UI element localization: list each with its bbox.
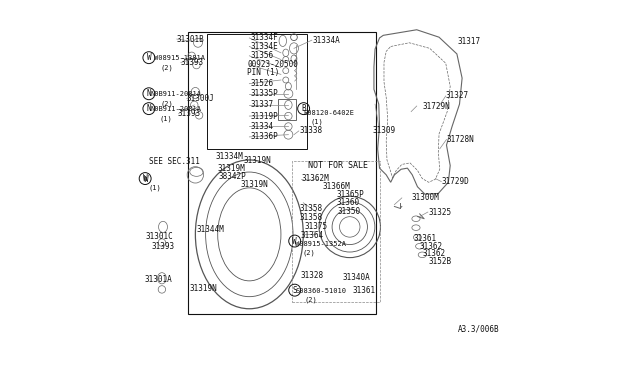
Text: (2): (2) xyxy=(161,64,173,71)
Text: 31729N: 31729N xyxy=(422,102,450,110)
Text: 3152B: 3152B xyxy=(429,257,452,266)
Text: (1): (1) xyxy=(159,115,172,122)
Bar xyxy=(292,161,380,302)
Text: SEE SEC.311: SEE SEC.311 xyxy=(149,157,200,166)
Text: 00923-20500: 00923-20500 xyxy=(247,60,298,69)
Text: 31362: 31362 xyxy=(422,249,446,258)
Text: 31336P: 31336P xyxy=(250,132,278,141)
Text: 31728N: 31728N xyxy=(447,135,474,144)
Text: 31319N: 31319N xyxy=(189,284,217,293)
Text: 31319N: 31319N xyxy=(240,180,268,189)
Text: B08120-6402E: B08120-6402E xyxy=(303,110,355,116)
Text: 31393: 31393 xyxy=(152,242,175,251)
Text: 31319M: 31319M xyxy=(218,164,246,173)
Text: 31328: 31328 xyxy=(300,271,323,280)
Text: N0B911-2081A: N0B911-2081A xyxy=(151,106,202,112)
Text: 31317: 31317 xyxy=(458,37,481,46)
Text: 31325: 31325 xyxy=(429,208,452,217)
Text: (2): (2) xyxy=(161,100,173,107)
Text: 31300M: 31300M xyxy=(411,193,439,202)
Text: 31334F: 31334F xyxy=(250,33,278,42)
Text: 31319P: 31319P xyxy=(250,112,278,121)
Text: 31337: 31337 xyxy=(250,100,273,109)
Text: (2): (2) xyxy=(302,250,315,256)
Text: 31301A: 31301A xyxy=(145,275,172,284)
Text: N: N xyxy=(147,104,151,113)
Text: 31393: 31393 xyxy=(178,109,201,118)
Text: 31334M: 31334M xyxy=(215,153,243,161)
Text: 31362M: 31362M xyxy=(301,174,329,183)
Text: 31319N: 31319N xyxy=(244,156,271,165)
Text: NOT FOR SALE: NOT FOR SALE xyxy=(308,161,368,170)
Text: B: B xyxy=(301,104,306,113)
Text: 38342P: 38342P xyxy=(219,172,246,181)
Text: W: W xyxy=(147,53,151,62)
Text: 31334: 31334 xyxy=(250,122,273,131)
Text: W08915-1352A: W08915-1352A xyxy=(296,241,346,247)
Text: 31729D: 31729D xyxy=(441,177,469,186)
Text: 31360: 31360 xyxy=(337,198,360,207)
Text: (1): (1) xyxy=(149,185,162,191)
Text: 31361: 31361 xyxy=(353,286,376,295)
Text: (1): (1) xyxy=(310,119,323,125)
Text: 31358: 31358 xyxy=(300,204,323,213)
Text: 31309: 31309 xyxy=(372,126,396,135)
Text: A3.3/006B: A3.3/006B xyxy=(458,325,499,334)
Text: 31364: 31364 xyxy=(301,231,324,240)
Text: 31334E: 31334E xyxy=(250,42,278,51)
Text: 31365P: 31365P xyxy=(337,190,365,199)
Text: 31300J: 31300J xyxy=(187,94,214,103)
Text: PIN (1): PIN (1) xyxy=(247,68,280,77)
Text: 31334A: 31334A xyxy=(312,36,340,45)
Text: S08360-51010: S08360-51010 xyxy=(296,288,347,294)
Text: 31340A: 31340A xyxy=(342,273,370,282)
Text: 31301B: 31301B xyxy=(177,35,205,44)
Text: 31350: 31350 xyxy=(338,207,361,216)
Text: S: S xyxy=(292,286,297,295)
Text: 31361: 31361 xyxy=(413,234,437,243)
Bar xyxy=(278,99,296,120)
Text: 31327: 31327 xyxy=(445,92,469,100)
Text: 31358: 31358 xyxy=(300,213,323,222)
Text: 31338: 31338 xyxy=(300,126,323,135)
Text: W: W xyxy=(292,237,297,246)
Text: 31375: 31375 xyxy=(305,222,328,231)
Bar xyxy=(188,32,376,314)
Text: 31366M: 31366M xyxy=(323,182,351,190)
Text: N0B911-2081A: N0B911-2081A xyxy=(151,91,202,97)
Text: 31393: 31393 xyxy=(181,58,204,67)
Text: (2): (2) xyxy=(305,296,317,303)
Text: N: N xyxy=(147,89,151,98)
Text: 31344M: 31344M xyxy=(196,225,224,234)
Bar xyxy=(207,34,307,149)
Text: W: W xyxy=(143,174,147,183)
Text: 31335P: 31335P xyxy=(250,89,278,98)
Text: 31356: 31356 xyxy=(250,51,273,60)
Text: 31362: 31362 xyxy=(420,242,443,251)
Text: 31301C: 31301C xyxy=(145,232,173,241)
Text: 31526: 31526 xyxy=(250,79,273,88)
Text: W08915-1381A: W08915-1381A xyxy=(154,55,205,61)
Text: W: W xyxy=(144,175,148,184)
